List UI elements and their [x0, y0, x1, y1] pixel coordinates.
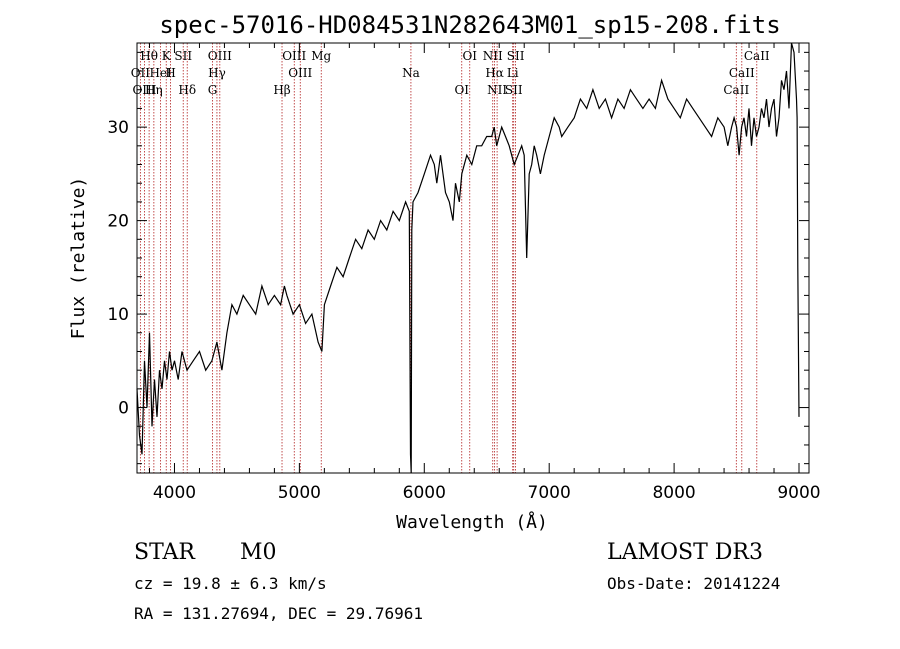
spectral-line-label: OIII — [282, 49, 306, 63]
spectral-line-label: NII — [487, 83, 507, 97]
x-tick-label: 8000 — [652, 483, 695, 503]
spectral-line-label: OI — [454, 83, 469, 97]
spectral-line-labels: Hθ OII OIII K HeI Hη SII HHδ OIII Hγ G OIII OIII Hβ Mg… — [131, 49, 770, 97]
spectral-line-label: OIII — [132, 83, 156, 97]
spectral-line-label: Hβ — [273, 83, 290, 97]
y-tick-label: 30 — [107, 118, 129, 138]
spectral-line-label: Hδ — [178, 83, 196, 97]
spectral-line-label: OI — [462, 49, 477, 63]
spectral-line-label: NII — [483, 49, 503, 63]
spectral-line-label: Hη — [145, 83, 163, 97]
spectral-line-label: Hθ — [140, 49, 158, 63]
spectral-line-label: CaII — [729, 66, 755, 80]
spectrum-series — [136, 42, 800, 474]
spectral-line-label: SII — [505, 83, 523, 97]
x-tick-label: 4000 — [153, 483, 196, 503]
survey-name: LAMOST DR3 — [607, 540, 763, 565]
x-tick-label: 9000 — [777, 483, 820, 503]
redshift-value: cz = 19.8 ± 6.3 km/s — [134, 574, 327, 593]
object-subclass: M0 — [240, 540, 277, 565]
spectral-line-label: CaII — [723, 83, 749, 97]
coordinates: RA = 131.27694, DEC = 29.76961 — [134, 604, 423, 623]
spectral-line-label: H — [165, 66, 175, 80]
spectral-line-label: Hα — [485, 66, 504, 80]
spectral-line-label: OIII — [208, 49, 232, 63]
spectral-line-label: Li — [507, 66, 519, 80]
spectral-line-label: OIII — [288, 66, 312, 80]
spectral-line-markers — [139, 43, 758, 473]
observation-date: Obs-Date: 20141224 — [607, 574, 781, 593]
y-tick-label: 10 — [107, 305, 129, 325]
spectral-line-label: Na — [402, 66, 420, 80]
plot-frame — [136, 42, 810, 474]
spectral-line-label: Hγ — [208, 66, 226, 80]
spectral-line-label: OII — [131, 66, 151, 80]
spectral-line-label: K — [162, 49, 172, 63]
y-tick-label: 0 — [118, 399, 129, 419]
spectral-line-label: G — [208, 83, 218, 97]
y-axis-label: Flux (relative) — [68, 177, 89, 340]
axis-ticks: 4000 5000 6000 7000 8000 9000 0 10 20 30 — [107, 43, 821, 503]
y-tick-label: 20 — [107, 212, 129, 232]
spectral-line-label: SII — [174, 49, 192, 63]
x-tick-label: 5000 — [278, 483, 321, 503]
x-axis-label: Wavelength (Å) — [396, 511, 548, 533]
x-tick-label: 6000 — [403, 483, 446, 503]
x-tick-label: 7000 — [528, 483, 571, 503]
spectral-line-label: SII — [507, 49, 525, 63]
object-class: STAR — [134, 540, 195, 565]
chart-title: spec-57016-HD084531N282643M01_sp15-208.f… — [159, 11, 780, 39]
spectral-line-label: Mg — [311, 49, 331, 63]
spectral-line-label: CaII — [744, 49, 770, 63]
spectral-line-label: HeI — [149, 66, 172, 80]
